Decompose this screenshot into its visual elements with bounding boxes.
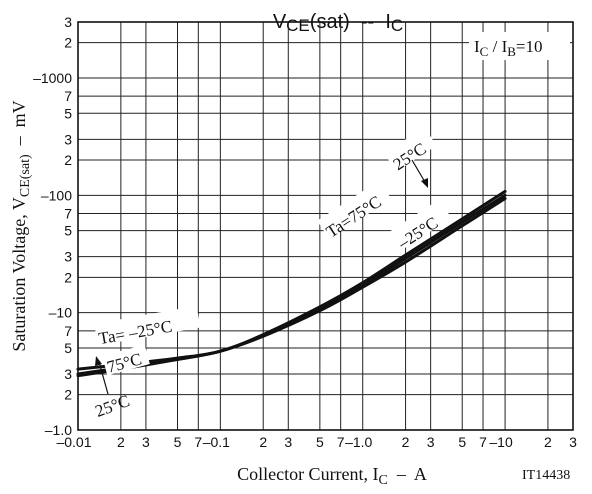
label-bg-minus25-right: [389, 199, 452, 251]
figure-id: IT14438: [522, 468, 570, 483]
condition-label: IC / IB=10: [474, 37, 543, 59]
y-tick-label: 7: [64, 205, 72, 221]
x-tick-label: 5: [174, 434, 182, 450]
x-tick-label: 3: [142, 434, 150, 450]
y-tick-label: 2: [64, 35, 72, 51]
x-tick-label: –1.0: [345, 434, 372, 450]
y-tick-label: 2: [64, 387, 72, 403]
x-tick-label: –10: [489, 434, 513, 450]
x-tick-label: 3: [569, 434, 577, 450]
y-tick-label: 5: [64, 223, 72, 239]
arrow-line-25c-right: [411, 159, 426, 183]
x-tick-label: 3: [427, 434, 435, 450]
series-line-75c: [76, 193, 507, 376]
x-axis-label: Collector Current, IC – A: [237, 464, 427, 488]
label-bg-25-right: [384, 127, 437, 172]
label-bg-ta-minus25: [94, 305, 201, 346]
x-tick-label: 7: [337, 434, 345, 450]
condition-box-bg: [469, 32, 570, 60]
y-tick-label: –1000: [33, 70, 72, 86]
title-v-sub: CE: [286, 16, 310, 35]
y-tick-label: 7: [64, 323, 72, 339]
y-tick-label: 2: [64, 269, 72, 285]
y-tick-label: 3: [64, 249, 72, 265]
y-tick-label: –10: [49, 305, 73, 321]
y-tick-label: 5: [64, 105, 72, 121]
x-tick-label: –0.01: [56, 434, 91, 450]
x-tick-label: 7: [194, 434, 202, 450]
x-tick-label: 2: [259, 434, 267, 450]
x-tick-label: –0.1: [203, 434, 230, 450]
series-curves: [76, 189, 507, 378]
chart-title: VCE(sat) -- IC: [273, 11, 403, 35]
x-tick-label: 5: [316, 434, 324, 450]
x-tick-label: 2: [117, 434, 125, 450]
label-75c-left: 75°C: [105, 349, 144, 376]
x-tick-label: 2: [544, 434, 552, 450]
plot-frame: [77, 21, 574, 431]
y-tick-label: –100: [41, 187, 72, 203]
y-tick-label: 3: [64, 14, 72, 30]
arrow-head-25c-left: [95, 356, 102, 366]
y-tick-label: 2: [64, 152, 72, 168]
y-axis-label: Saturation Voltage, VCE(sat) – mV: [9, 100, 33, 351]
x-tick-label: 7: [479, 434, 487, 450]
y-tick-label: 3: [64, 366, 72, 382]
y-tick-label: 5: [64, 340, 72, 356]
x-tick-label: 2: [402, 434, 410, 450]
label-bg-75-left: [102, 344, 150, 376]
arrow-line-25c-left: [98, 361, 109, 395]
label-bg-ta75: [317, 180, 392, 240]
y-tick-label: 7: [64, 88, 72, 104]
y-tick-label: –1.0: [45, 422, 72, 438]
x-tick-label: 5: [458, 434, 466, 450]
x-tick-labels: –0.01 2 3 5 7 –0.1 2 3 5 7 –1.0 2 3 5 7 –10 2 3: [56, 434, 577, 450]
arrow-head-25c-right: [421, 178, 428, 188]
y-tick-label: 3: [64, 131, 72, 147]
x-tick-label: 3: [284, 434, 292, 450]
title-i-sub: C: [391, 16, 403, 35]
label-25c-left: 25°C: [93, 391, 133, 421]
